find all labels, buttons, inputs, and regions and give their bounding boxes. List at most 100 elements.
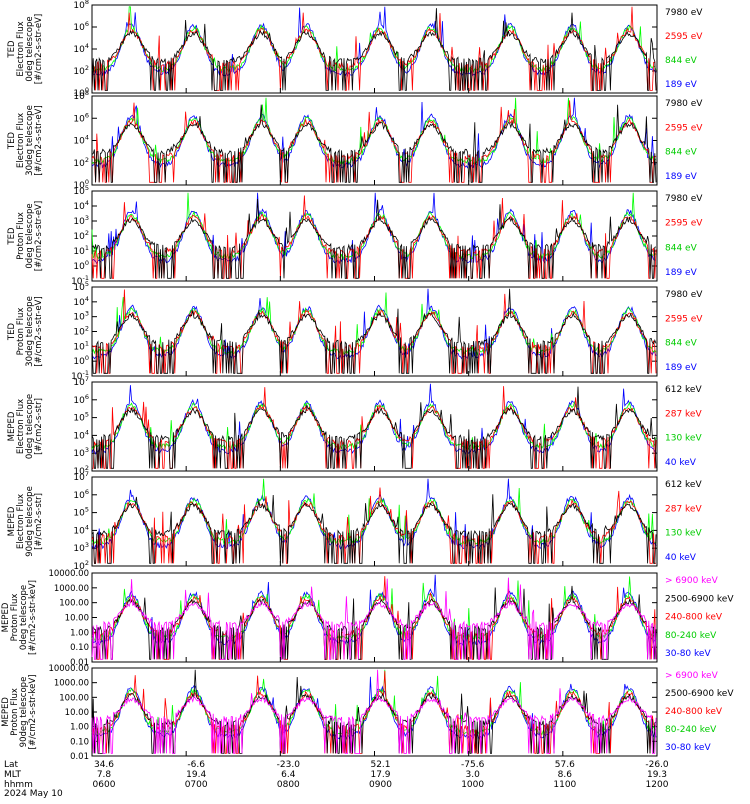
y-tick-label: 103	[73, 541, 89, 554]
x-tick-label-lat: 52.1	[370, 760, 390, 770]
y-tick-label: 104	[73, 428, 89, 441]
y-tick-label: 100.00	[59, 693, 89, 703]
y-tick-label: 101	[73, 244, 89, 257]
y-tick-label: 0.10	[70, 737, 89, 747]
series-trace	[91, 669, 657, 754]
y-axis-label-line: MEPED	[1, 697, 11, 727]
y-tick-label: 0.01	[70, 658, 89, 668]
y-tick-label: 103	[73, 214, 89, 227]
y-tick-label: 102	[73, 325, 89, 338]
y-tick-label: 0.01	[70, 752, 89, 762]
x-tick-label-mlt: 7.8	[97, 770, 112, 780]
y-tick-label: 102	[73, 156, 89, 169]
x-tick-label-mlt: 17.9	[370, 770, 390, 780]
y-axis-label-line: [#/cm2-s-str]	[34, 493, 44, 550]
y-tick-label: 100	[73, 354, 89, 367]
legend-entry: 7980 eV	[665, 290, 703, 300]
legend-entry: > 6900 keV	[665, 576, 719, 586]
legend-entry: 80-240 keV	[665, 725, 717, 735]
legend-entry: 80-240 keV	[665, 631, 717, 641]
y-axis-label-line: TED	[7, 322, 17, 341]
legend-entry: 287 keV	[665, 409, 702, 419]
y-axis-label-line: Proton Flux	[16, 212, 26, 260]
legend-entry: 40 keV	[665, 553, 697, 563]
y-tick-label: 104	[73, 295, 89, 308]
legend-entry: 612 keV	[665, 480, 702, 490]
legend-entry: 7980 eV	[665, 8, 703, 18]
legend-entry: 189 eV	[665, 80, 698, 90]
x-tick-label-hhmm: 0900	[369, 780, 392, 790]
legend-entry: 2500-6900 keV	[665, 594, 734, 604]
y-tick-label: 1000.00	[54, 679, 89, 689]
x-tick-label-mlt: 6.4	[281, 770, 296, 780]
y-tick-label: 104	[73, 523, 89, 536]
x-tick-label-mlt: 19.4	[186, 770, 206, 780]
y-axis-label-line: 30deg telescope	[25, 105, 35, 176]
y-axis-label-line: TED	[7, 227, 17, 246]
y-tick-label: 102	[73, 229, 89, 242]
y-axis-label-line: 0deg telescope	[25, 394, 35, 459]
legend-entry: 287 keV	[665, 504, 702, 514]
panel-8: 0.01 0.10 1.00 10.00 100.00 1000.00 10000.00 ME…	[1, 664, 734, 762]
legend-entry: > 6900 keV	[665, 671, 719, 681]
legend-entry: 240-800 keV	[665, 707, 723, 717]
y-tick-label: 106	[73, 393, 89, 406]
legend-entry: 844 eV	[665, 148, 698, 158]
x-tick-label-lat: 57.6	[555, 760, 575, 770]
legend-entry: 2500-6900 keV	[665, 689, 734, 699]
legend-entry: 612 keV	[665, 385, 702, 395]
series-trace	[91, 104, 657, 183]
legend-entry: 189 eV	[665, 268, 698, 278]
x-tick-label-mlt: 8.6	[558, 770, 573, 780]
y-axis-label-line: Electron Flux	[16, 21, 26, 76]
y-axis-label-line: MEPED	[7, 411, 17, 441]
x-tick-label-hhmm: 0800	[277, 780, 300, 790]
legend-entry: 844 eV	[665, 243, 698, 253]
y-tick-label: 106	[73, 20, 89, 33]
y-axis-label-line: MEPED	[7, 506, 17, 536]
series-trace	[91, 494, 657, 564]
series-trace	[91, 195, 657, 279]
panel-7: 0.01 0.10 1.00 10.00 100.00 1000.00 10000.00 ME…	[1, 569, 734, 668]
y-tick-label: 1.00	[70, 628, 89, 638]
x-tick-label-lat: -75.6	[461, 760, 485, 770]
y-tick-label: 108	[73, 0, 89, 11]
y-tick-label: 103	[73, 446, 89, 459]
x-tick-label-hhmm: 1000	[461, 780, 484, 790]
y-axis-label-line: 30deg telescope	[25, 296, 35, 367]
y-axis-label-line: Electron Flux	[16, 494, 26, 549]
legend-entry: 130 keV	[665, 434, 702, 444]
y-axis-label-line: 90deg telescope	[19, 677, 29, 748]
series-trace	[91, 576, 657, 660]
y-tick-label: 1000.00	[54, 584, 89, 594]
plot-frame	[91, 95, 658, 186]
y-axis-label-line: [#/cm2-s-str-keV]	[28, 675, 38, 750]
y-tick-label: 101	[73, 339, 89, 352]
plot-frame	[91, 4, 658, 94]
x-axis-row-label: MLT	[4, 770, 22, 780]
x-tick-label-mlt: 3.0	[466, 770, 481, 780]
y-axis-label-line: [#/cm2-s-str-keV]	[28, 580, 38, 655]
legend-entry: 40 keV	[665, 458, 697, 468]
y-axis-label-line: [#/cm2-s-str-eV]	[34, 296, 44, 366]
y-tick-label: 105	[73, 411, 89, 424]
legend-entry: 844 eV	[665, 339, 698, 349]
y-axis-label-line: [#/cm2-s-str-eV]	[34, 14, 44, 84]
plot-frame	[91, 286, 658, 377]
series-trace	[91, 577, 657, 660]
y-tick-label: 103	[73, 310, 89, 323]
legend-entry: 2595 eV	[665, 123, 703, 133]
legend-entry: 130 keV	[665, 529, 702, 539]
x-tick-label-hhmm: 0700	[185, 780, 208, 790]
x-tick-label-hhmm: 0600	[93, 780, 116, 790]
x-tick-label-lat: 34.6	[94, 760, 114, 770]
x-tick-label-lat: -6.6	[187, 760, 205, 770]
y-axis-label-line: Electron Flux	[16, 399, 26, 454]
legend-entry: 2595 eV	[665, 32, 703, 42]
